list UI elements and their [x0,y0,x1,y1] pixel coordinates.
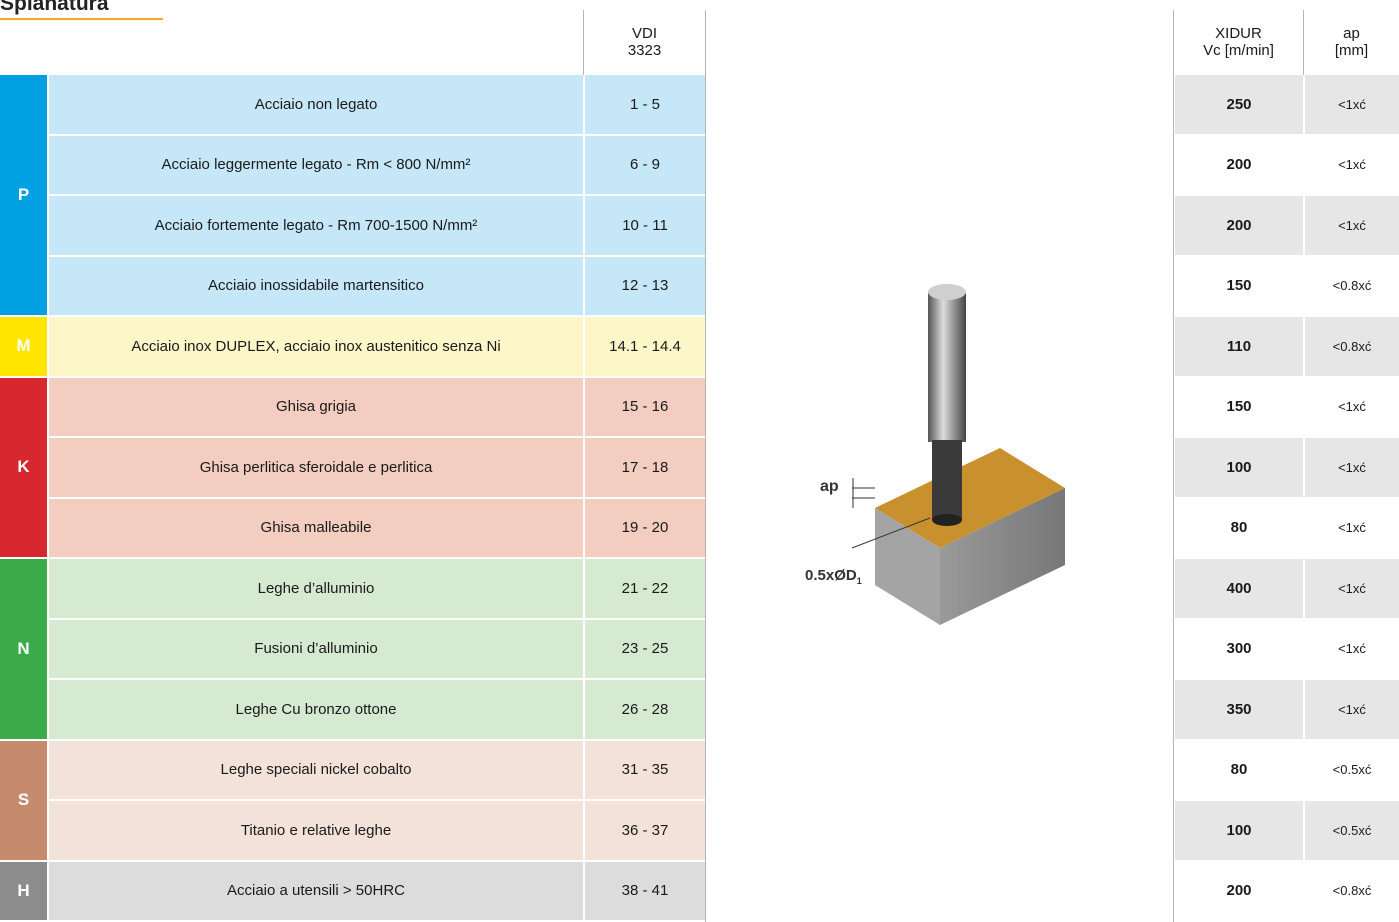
ap-value: <0.8xć [1305,317,1399,376]
divider [1173,10,1174,922]
vc-value: 150 [1175,377,1303,436]
figure-label-text: 0.5xØD [805,567,857,584]
ap-value: <1xć [1305,196,1399,255]
ap-value: <1xć [1305,135,1399,194]
tool-figure [851,284,1065,625]
header-text: VDI [631,25,657,42]
vdi: 23 - 25 [585,619,705,678]
vc-value: 250 [1175,75,1303,134]
ap-value: <1xć [1305,377,1399,436]
vc-value: 110 [1175,317,1303,376]
ap-value: <1xć [1305,438,1399,497]
vdi: 1 - 5 [585,75,705,134]
vdi: 21 - 22 [585,559,705,618]
vdi: 19 - 20 [585,498,705,557]
ap-value: <0.8xć [1305,861,1399,920]
vc-value: 200 [1175,861,1303,920]
header-text: 3323 [627,42,662,59]
material: Acciaio leggermente legato - Rm < 800 N/… [49,135,583,194]
ap-value: <1xć [1305,619,1399,678]
material: Leghe d’alluminio [49,559,583,618]
vdi: 12 - 13 [585,256,705,315]
ap-value: <1xć [1305,680,1399,739]
material: Ghisa perlitica sferoidale e perlitica [49,438,583,497]
material: Acciaio inox DUPLEX, acciaio inox austen… [49,317,583,376]
header-vdi: VDI 3323 [584,12,705,72]
vc-value: 300 [1175,619,1303,678]
figure-label-sub: 1 [856,576,862,586]
vc-value: 80 [1175,498,1303,557]
vdi: 17 - 18 [585,438,705,497]
vdi: 31 - 35 [585,740,705,799]
header-text: Vc [m/min] [1203,42,1274,59]
title-underline [0,18,163,20]
vdi: 6 - 9 [585,135,705,194]
ap-value: <1xć [1305,498,1399,557]
vc-value: 150 [1175,256,1303,315]
vdi: 38 - 41 [585,861,705,920]
vc-value: 400 [1175,559,1303,618]
title: Spianatura [0,0,109,15]
header-text: [mm] [1334,42,1369,59]
ap-value: <0.5xć [1305,801,1399,860]
material: Acciaio inossidabile martensitico [49,256,583,315]
group-letter: K [0,377,47,557]
material: Fusioni d’alluminio [49,619,583,678]
vc-value: 350 [1175,680,1303,739]
material: Acciaio fortemente legato - Rm 700-1500 … [49,196,583,255]
header-ap: ap [mm] [1304,12,1399,72]
ap-value: <1xć [1305,75,1399,134]
header-xidur: XIDUR Vc [m/min] [1174,12,1303,72]
material: Acciaio a utensili > 50HRC [49,861,583,920]
vdi: 15 - 16 [585,377,705,436]
material: Acciaio non legato [49,75,583,134]
group-letter: N [0,559,47,739]
vdi: 10 - 11 [585,196,705,255]
vc-value: 100 [1175,801,1303,860]
ap-value: <0.5xć [1305,740,1399,799]
group-letter: P [0,75,47,315]
ap-value: <1xć [1305,559,1399,618]
material: Ghisa grigia [49,377,583,436]
material: Titanio e relative leghe [49,801,583,860]
divider [1303,10,1304,75]
vc-value: 80 [1175,740,1303,799]
divider [705,10,706,922]
header-text: ap [1343,25,1360,42]
material: Ghisa malleabile [49,498,583,557]
material: Leghe speciali nickel cobalto [49,740,583,799]
figure-label-diameter: 0.5xØD1 [805,567,862,586]
group-letter: H [0,861,47,920]
vdi: 26 - 28 [585,680,705,739]
figure-label-ap: ap [820,478,839,495]
divider [583,10,584,75]
vc-value: 200 [1175,135,1303,194]
group-letter: M [0,317,47,376]
group-letter: S [0,740,47,860]
header-text: XIDUR [1215,25,1262,42]
material: Leghe Cu bronzo ottone [49,680,583,739]
vc-value: 200 [1175,196,1303,255]
vdi: 14.1 - 14.4 [585,317,705,376]
vc-value: 100 [1175,438,1303,497]
ap-value: <0.8xć [1305,256,1399,315]
vdi: 36 - 37 [585,801,705,860]
